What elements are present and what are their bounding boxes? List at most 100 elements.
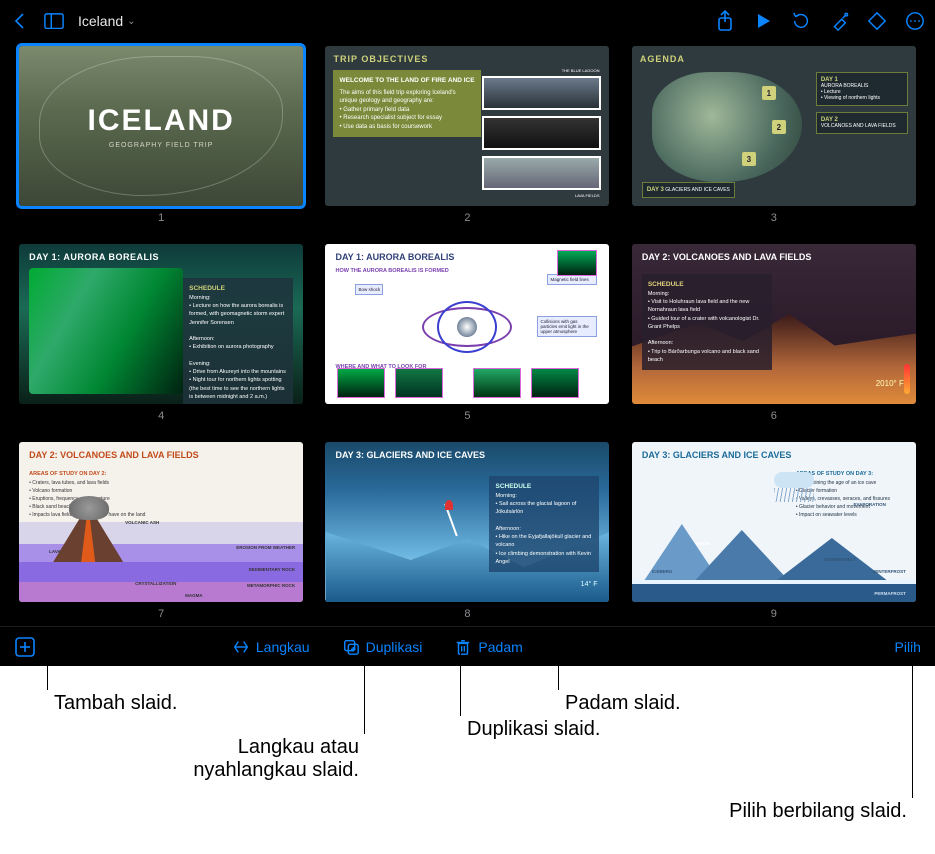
slide-thumbnail: AGENDA 1 2 3 DAY 1AURORA BOREALIS• Lectu… — [632, 46, 916, 206]
photo-thumb: THE BLUE LAGOON — [482, 76, 601, 110]
top-toolbar: Iceland ⌄ — [0, 0, 935, 42]
slide-number: 9 — [771, 608, 777, 620]
map-pin: 1 — [762, 86, 776, 100]
climber-icon — [445, 500, 453, 510]
slide-item[interactable]: DAY 1: AURORA BOREALIS SCHEDULE Morning:… — [16, 244, 306, 434]
slide-thumbnail: DAY 3: GLACIERS AND ICE CAVES SCHEDULE M… — [325, 442, 609, 602]
chevron-down-icon: ⌄ — [127, 16, 135, 27]
slide-thumbnail: DAY 3: GLACIERS AND ICE CAVES AREAS OF S… — [632, 442, 916, 602]
slide-item[interactable]: DAY 3: GLACIERS AND ICE CAVES AREAS OF S… — [629, 442, 919, 626]
insert-shape-icon[interactable] — [867, 11, 887, 31]
slide-number: 7 — [158, 608, 164, 620]
document-title-text: Iceland — [78, 13, 123, 29]
slide-item[interactable]: DAY 2: VOLCANOES AND LAVA FIELDS AREAS O… — [16, 442, 306, 626]
box-body: The aims of this field trip exploring Ic… — [339, 89, 474, 131]
add-slide-button[interactable] — [14, 636, 36, 658]
duplicate-label: Duplikasi — [366, 639, 423, 655]
agenda-card: DAY 1AURORA BOREALIS• Lecture • Viewing … — [816, 72, 908, 106]
rewind-icon[interactable] — [791, 11, 811, 31]
slide-thumbnail: DAY 2: VOLCANOES AND LAVA FIELDS AREAS O… — [19, 442, 303, 602]
callout-select: Pilih berbilang slaid. — [729, 800, 907, 823]
diagram-label: SNOW — [696, 541, 710, 546]
slide-title: DAY 3: GLACIERS AND ICE CAVES — [335, 450, 485, 460]
slide-number: 5 — [464, 410, 470, 422]
slide-number: 1 — [158, 212, 164, 224]
aurora-photo — [29, 268, 183, 394]
diagram-label: EVAPORATION — [853, 502, 885, 507]
slide-title: ICELAND — [87, 104, 234, 138]
select-label: Pilih — [895, 639, 921, 655]
skip-slide-button[interactable]: Langkau — [232, 638, 310, 656]
diagram-subtitle: HOW THE AURORA BOREALIS IS FORMED — [335, 268, 448, 274]
back-icon[interactable] — [10, 11, 30, 31]
photo-thumb — [337, 368, 385, 398]
slide-item[interactable]: TRIP OBJECTIVES WELCOME TO THE LAND OF F… — [322, 46, 612, 236]
slide-thumbnail: DAY 2: VOLCANOES AND LAVA FIELDS SCHEDUL… — [632, 244, 916, 404]
photo-thumb — [473, 368, 521, 398]
delete-slide-button[interactable]: Padam — [454, 638, 522, 656]
diagram-label: WINTERFROST — [873, 569, 906, 574]
bottom-toolbar: Langkau Duplikasi Padam Pilih — [0, 626, 935, 666]
slide-item[interactable]: ICELAND GEOGRAPHY FIELD TRIP 1 — [16, 46, 306, 236]
diagram-label: EROSION FROM WEATHER — [236, 545, 295, 550]
photo-thumb: LAVA FIELDS — [482, 156, 601, 190]
callout-duplicate: Duplikasi slaid. — [467, 718, 600, 741]
callout-line — [558, 648, 559, 690]
slide-number: 6 — [771, 410, 777, 422]
annotation-layer: Tambah slaid. Langkau atau nyahlangkau s… — [0, 666, 935, 854]
callout-line — [912, 648, 913, 798]
agenda-card: DAY 2VOLCANOES AND LAVA FIELDS — [816, 112, 908, 134]
callout-line — [47, 648, 48, 690]
callout-line — [460, 648, 461, 716]
box-title: WELCOME TO THE LAND OF FIRE AND ICE — [339, 76, 474, 85]
select-button[interactable]: Pilih — [895, 639, 921, 655]
slide-thumbnail: TRIP OBJECTIVES WELCOME TO THE LAND OF F… — [325, 46, 609, 206]
agenda-card: DAY 3 GLACIERS AND ICE CAVES — [642, 182, 735, 198]
map-pin: 2 — [772, 120, 786, 134]
share-icon[interactable] — [715, 11, 735, 31]
diagram-label: MAGMA — [185, 593, 203, 598]
temperature-label: 14° F — [581, 581, 598, 588]
sidebar-toggle-icon[interactable] — [44, 11, 64, 31]
diagram-label: PERMAFROST — [874, 591, 906, 596]
slide-item[interactable]: DAY 1: AURORA BOREALIS HOW THE AURORA BO… — [322, 244, 612, 434]
delete-label: Padam — [478, 639, 522, 655]
schedule-panel: SCHEDULE Morning: • Visit to Holuhraun l… — [642, 274, 772, 370]
diagram-label: LAVA — [49, 549, 61, 554]
callout-delete: Padam slaid. — [565, 692, 681, 715]
document-title[interactable]: Iceland ⌄ — [78, 13, 136, 29]
map-pin: 3 — [742, 152, 756, 166]
temperature-label: 2010° F — [876, 379, 904, 388]
callout-skip: Langkau atau nyahlangkau slaid. — [134, 736, 359, 782]
slide-title: DAY 1: AURORA BOREALIS — [29, 252, 159, 262]
slide-number: 2 — [464, 212, 470, 224]
slide-grid: ICELAND GEOGRAPHY FIELD TRIP 1 TRIP OBJE… — [0, 42, 935, 626]
diagram-note: Collisions with gas particles emit light… — [537, 316, 597, 337]
slide-item[interactable]: DAY 2: VOLCANOES AND LAVA FIELDS SCHEDUL… — [629, 244, 919, 434]
diagram-label: SUMMERMELT — [824, 557, 856, 562]
more-icon[interactable] — [905, 11, 925, 31]
keynote-light-table: Iceland ⌄ — [0, 0, 935, 666]
slide-number: 4 — [158, 410, 164, 422]
slide-subtitle: GEOGRAPHY FIELD TRIP — [109, 142, 214, 149]
volcano-diagram — [19, 522, 303, 602]
diagram-label: METAMORPHIC ROCK — [247, 583, 295, 588]
slide-thumbnail: DAY 1: AURORA BOREALIS HOW THE AURORA BO… — [325, 244, 609, 404]
format-brush-icon[interactable] — [829, 11, 849, 31]
photo-thumb — [557, 250, 597, 276]
schedule-panel: SCHEDULE Morning: • Sail across the glac… — [489, 476, 599, 572]
slide-item[interactable]: AGENDA 1 2 3 DAY 1AURORA BOREALIS• Lectu… — [629, 46, 919, 236]
slide-title: DAY 1: AURORA BOREALIS — [335, 252, 454, 262]
play-icon[interactable] — [753, 11, 773, 31]
diagram-note: Bow shock — [355, 284, 383, 295]
photo-thumb — [482, 116, 601, 150]
duplicate-slide-button[interactable]: Duplikasi — [342, 638, 423, 656]
photo-thumb — [531, 368, 579, 398]
slide-item[interactable]: DAY 3: GLACIERS AND ICE CAVES SCHEDULE M… — [322, 442, 612, 626]
slide-title: AGENDA — [640, 54, 908, 64]
slide-number: 3 — [771, 212, 777, 224]
diagram-label: VOLCANIC ASH — [125, 520, 159, 525]
slide-thumbnail: DAY 1: AURORA BOREALIS SCHEDULE Morning:… — [19, 244, 303, 404]
rain-icon — [774, 488, 814, 502]
slide-title: DAY 2: VOLCANOES AND LAVA FIELDS — [29, 450, 199, 460]
